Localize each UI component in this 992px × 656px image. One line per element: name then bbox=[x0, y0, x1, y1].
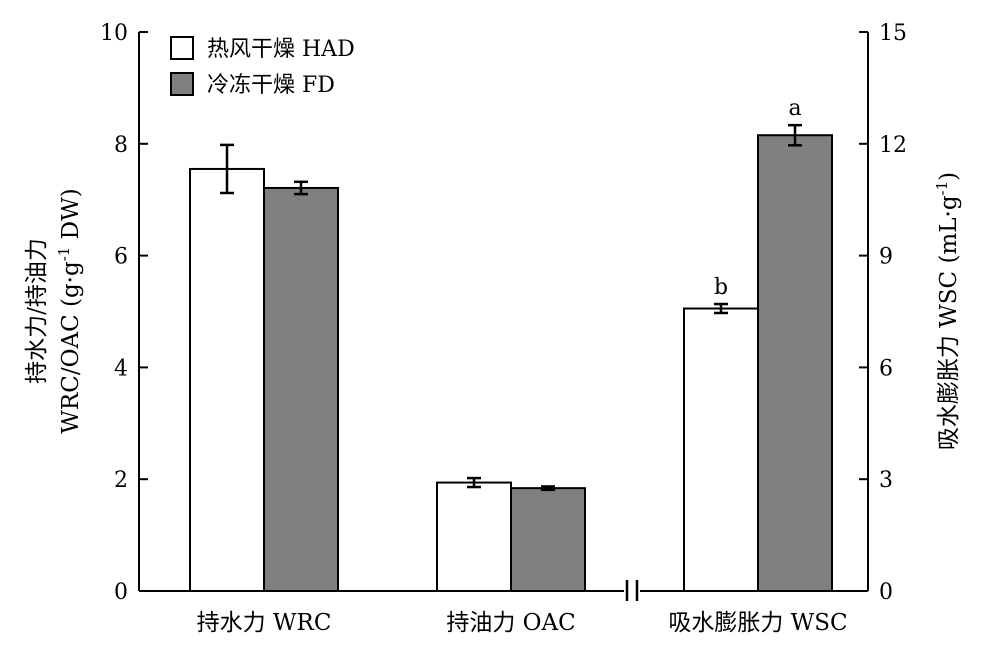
right-axis-title: 吸水膨胀力 WSC (mL·g-1) bbox=[933, 172, 962, 450]
legend: 热风干燥 HAD 冷冻干燥 FD bbox=[170, 36, 355, 98]
x-tick-label-wrc: 持水力 WRC bbox=[197, 610, 332, 636]
right-axis-title-suffix: ) bbox=[936, 172, 962, 181]
bar-s1-c0 bbox=[263, 186, 339, 592]
legend-label-had: 热风干燥 HAD bbox=[207, 37, 355, 62]
legend-label-fd: 冷冻干燥 FD bbox=[207, 73, 335, 98]
left-tick-label-8: 8 bbox=[114, 133, 128, 158]
x-tick-label-oac: 持油力 OAC bbox=[446, 610, 575, 636]
left-tick-label-0: 0 bbox=[114, 580, 128, 605]
left-axis-ticks: 0 2 4 6 8 10 bbox=[100, 21, 148, 605]
right-axis-title-prefix: 吸水膨胀力 WSC (mL·g bbox=[936, 195, 962, 450]
left-tick-label-2: 2 bbox=[114, 468, 128, 493]
bar-s0-c0 bbox=[189, 167, 265, 593]
sig-label-s1-c2: a bbox=[788, 96, 801, 121]
right-tick-label-9: 9 bbox=[879, 245, 893, 270]
left-tick-label-4: 4 bbox=[114, 356, 128, 381]
legend-swatch-fd bbox=[170, 72, 194, 96]
left-axis-title-line1: 持水力/持油力 bbox=[24, 238, 50, 384]
legend-swatch-had bbox=[170, 36, 194, 60]
right-tick-label-0: 0 bbox=[879, 580, 893, 605]
left-axis-title-sup: -1 bbox=[55, 247, 73, 262]
right-tick-label-6: 6 bbox=[879, 356, 893, 381]
x-tick-label-wsc: 吸水膨胀力 WSC bbox=[668, 610, 847, 636]
bar-s0-c2 bbox=[683, 307, 759, 592]
right-tick-label-3: 3 bbox=[879, 468, 893, 493]
left-axis-title-line2: WRC/OAC (g·g-1 DW) bbox=[55, 188, 84, 433]
left-tick-label-10: 10 bbox=[100, 21, 128, 46]
right-axis-ticks: 0 3 6 9 12 15 bbox=[859, 21, 907, 605]
significance-labels: ba bbox=[714, 96, 802, 300]
left-tick-label-6: 6 bbox=[114, 245, 128, 270]
bars bbox=[189, 134, 833, 593]
left-axis-title-prefix: WRC/OAC (g·g bbox=[58, 261, 84, 434]
right-tick-label-15: 15 bbox=[879, 21, 907, 46]
left-axis-title-suffix: DW) bbox=[58, 188, 84, 246]
error-bars bbox=[220, 123, 802, 492]
bar-s0-c1 bbox=[436, 481, 512, 592]
bar-s1-c1 bbox=[510, 487, 586, 593]
right-axis-title-sup: -1 bbox=[933, 181, 951, 196]
bar-s1-c2 bbox=[757, 134, 833, 592]
sig-label-s0-c2: b bbox=[714, 275, 728, 300]
right-tick-label-12: 12 bbox=[879, 133, 907, 158]
